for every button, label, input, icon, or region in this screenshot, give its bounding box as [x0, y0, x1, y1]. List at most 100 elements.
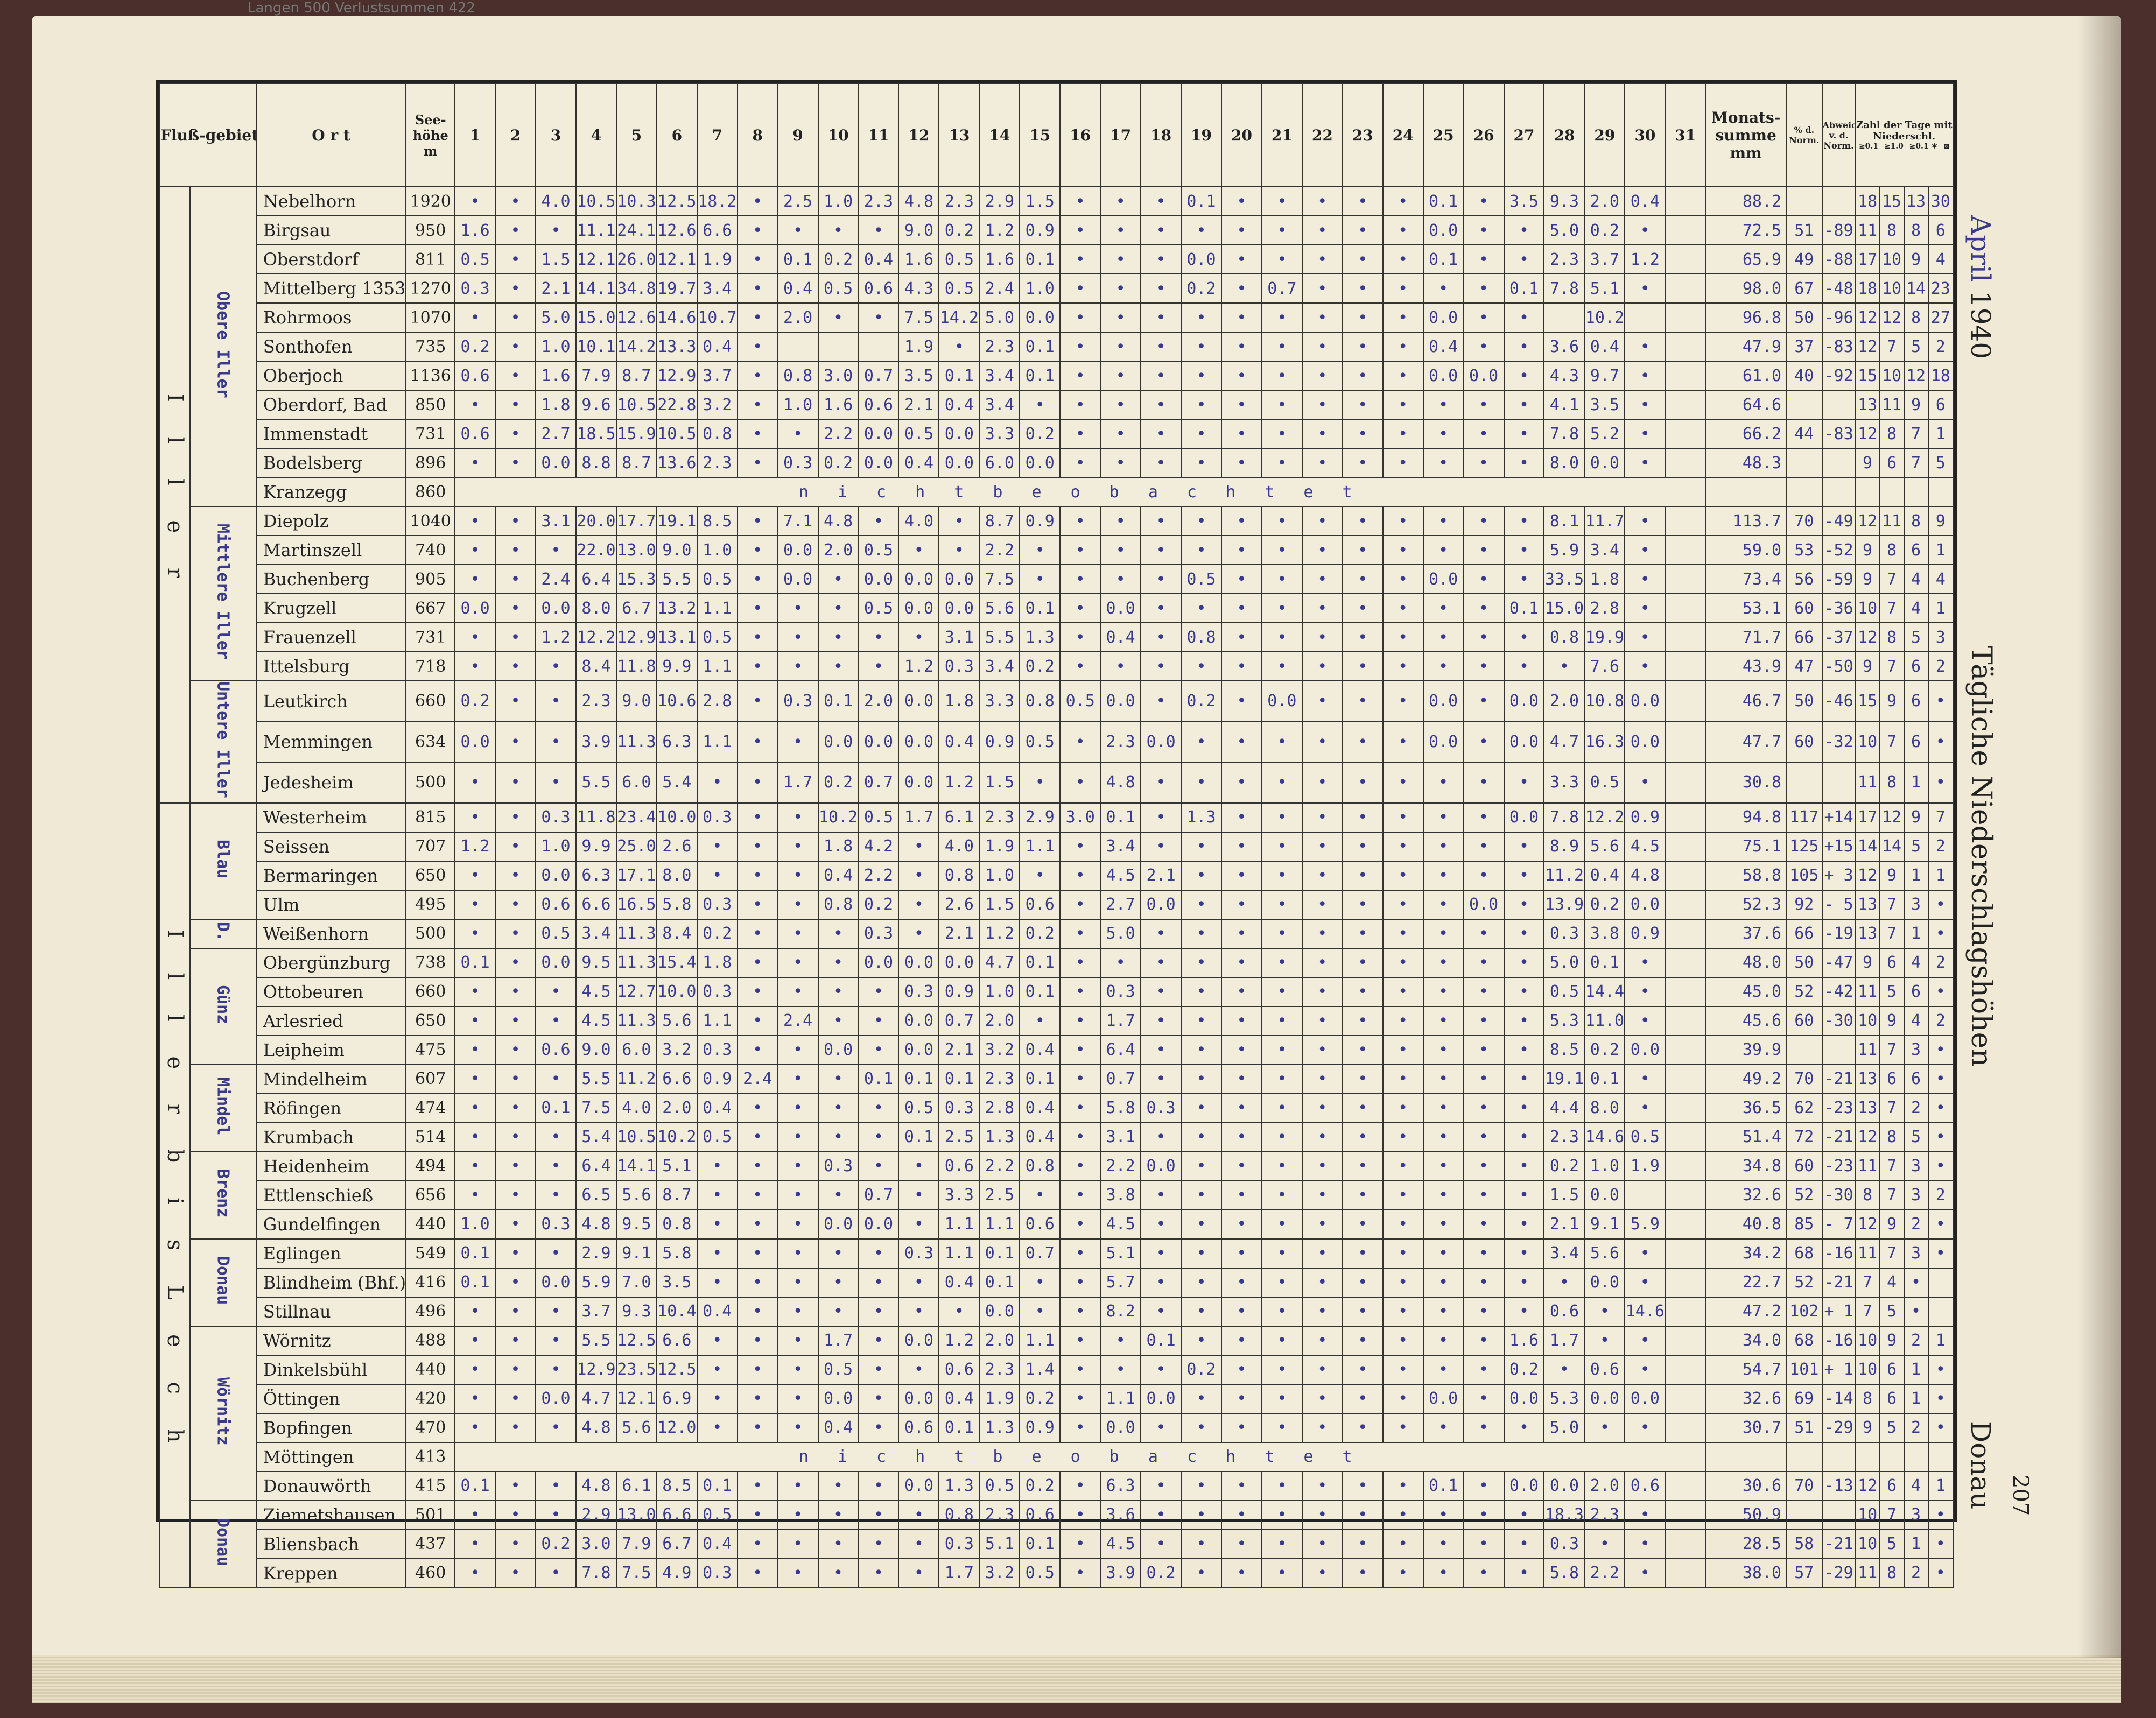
day-value: 0.4 — [817, 860, 859, 891]
day-count: 12 — [1855, 302, 1880, 333]
day-count: 1 — [1927, 860, 1954, 891]
day-count: 7 — [1879, 651, 1905, 681]
day-value: • — [454, 622, 496, 652]
day-value: 0.0 — [1624, 680, 1666, 722]
month-sum: 71.7 — [1705, 622, 1787, 652]
day-count: • — [1927, 1093, 1954, 1123]
day-value: 6.9 — [656, 1383, 698, 1414]
day-count: 6 — [1903, 535, 1929, 565]
day-value: • — [1059, 1238, 1101, 1269]
day-count: • — [1927, 1064, 1954, 1094]
day-value: • — [938, 1296, 980, 1327]
day-value: 13.1 — [656, 622, 698, 652]
day-value: • — [1140, 1412, 1182, 1443]
day-count — [1927, 1267, 1954, 1298]
day-value: • — [777, 419, 819, 449]
day-value: • — [777, 1470, 819, 1501]
day-value: • — [1422, 1005, 1464, 1036]
day-value: • — [1301, 721, 1343, 763]
day-value: • — [777, 1180, 819, 1210]
day-value: • — [1342, 564, 1384, 594]
deviation — [1821, 1499, 1856, 1530]
day-value: • — [1220, 680, 1262, 722]
day-value — [1665, 215, 1706, 245]
day-count: • — [1927, 918, 1954, 949]
day-value: • — [495, 762, 537, 804]
station-altitude: 718 — [405, 651, 456, 681]
day-value: 1.3 — [1181, 802, 1222, 833]
day-value: • — [1624, 273, 1666, 304]
day-value: • — [858, 1558, 900, 1588]
day-value: 3.8 — [1100, 1180, 1142, 1210]
day-value: 0.1 — [777, 244, 819, 274]
day-count: 5 — [1879, 1412, 1905, 1443]
day-value: • — [817, 1093, 859, 1123]
day-count: • — [1927, 1499, 1954, 1530]
table-row: Kreppen 460 • • • 7.8 7.5 4.9 0.3 • • • • • 1.7 3.2 0.5 •… — [160, 1558, 1954, 1588]
day-value: 4.8 — [575, 1209, 617, 1240]
day-value: • — [1342, 622, 1384, 652]
day-value: 13.6 — [656, 448, 698, 478]
day-value: • — [1220, 506, 1262, 536]
day-value: 0.1 — [1140, 1325, 1182, 1356]
day-value: • — [1301, 1354, 1343, 1385]
header-day: 29 — [1584, 83, 1626, 187]
day-value: • — [1059, 860, 1101, 891]
basin-name: Donau — [213, 1256, 233, 1305]
day-value: • — [1220, 1325, 1262, 1356]
header-day: 25 — [1422, 83, 1464, 187]
day-value — [817, 332, 859, 362]
day-value: 0.3 — [535, 1209, 577, 1240]
day-value: 0.6 — [1584, 1354, 1626, 1385]
station-altitude: 1040 — [405, 506, 456, 536]
day-value: 0.6 — [535, 1034, 577, 1065]
day-value: • — [1463, 1470, 1505, 1501]
day-value: • — [1301, 651, 1343, 681]
day-value: 2.8 — [979, 1093, 1021, 1123]
day-count: 12 — [1855, 332, 1880, 362]
day-value — [1665, 1470, 1706, 1501]
day-value: 0.4 — [817, 1412, 859, 1443]
deviation: -21 — [1821, 1064, 1856, 1094]
day-value: • — [1059, 1122, 1101, 1152]
header-count-c3: ≥0.1 ✶ — [1909, 142, 1938, 151]
day-count: 8 — [1879, 419, 1905, 449]
day-value: • — [736, 1151, 778, 1181]
day-value: 0.0 — [1584, 1180, 1626, 1210]
day-value: 5.9 — [575, 1267, 617, 1298]
day-value: • — [1181, 361, 1222, 391]
day-value: 5.5 — [575, 762, 617, 804]
day-value: • — [1342, 1499, 1384, 1530]
day-value: 0.0 — [1503, 1470, 1545, 1501]
day-value: • — [1463, 390, 1505, 420]
day-value: 10.6 — [656, 680, 698, 722]
day-value: • — [495, 1180, 537, 1210]
day-value: • — [495, 215, 537, 245]
basin-name: Brenz — [213, 1168, 233, 1217]
station-altitude: 660 — [405, 976, 456, 1007]
day-value: 17.1 — [615, 860, 657, 891]
day-value: • — [696, 1354, 738, 1385]
month-sum: 43.9 — [1705, 651, 1787, 681]
day-value: • — [1059, 762, 1101, 804]
day-value: 8.0 — [656, 860, 698, 891]
station-name: Donauwörth — [255, 1470, 407, 1501]
day-value: 5.8 — [656, 1238, 698, 1269]
day-count: • — [1927, 680, 1954, 722]
day-count: 10 — [1855, 721, 1880, 763]
basin-name: Wörnitz — [213, 1377, 233, 1445]
day-value: 2.8 — [1584, 593, 1626, 623]
day-value: • — [1463, 680, 1505, 722]
day-count: 11 — [1855, 976, 1880, 1007]
day-value — [1665, 564, 1706, 594]
day-value: • — [1382, 889, 1424, 920]
day-value: • — [535, 1558, 577, 1588]
day-value: • — [858, 1383, 900, 1414]
day-value: 12.6 — [615, 302, 657, 333]
station-altitude: 494 — [405, 1151, 456, 1181]
day-value: 23.5 — [615, 1354, 657, 1385]
header-day: 18 — [1140, 83, 1182, 187]
day-value: • — [1503, 622, 1545, 652]
basin-label: Mittlere Iller — [189, 506, 257, 681]
day-count: 2 — [1903, 1209, 1929, 1240]
